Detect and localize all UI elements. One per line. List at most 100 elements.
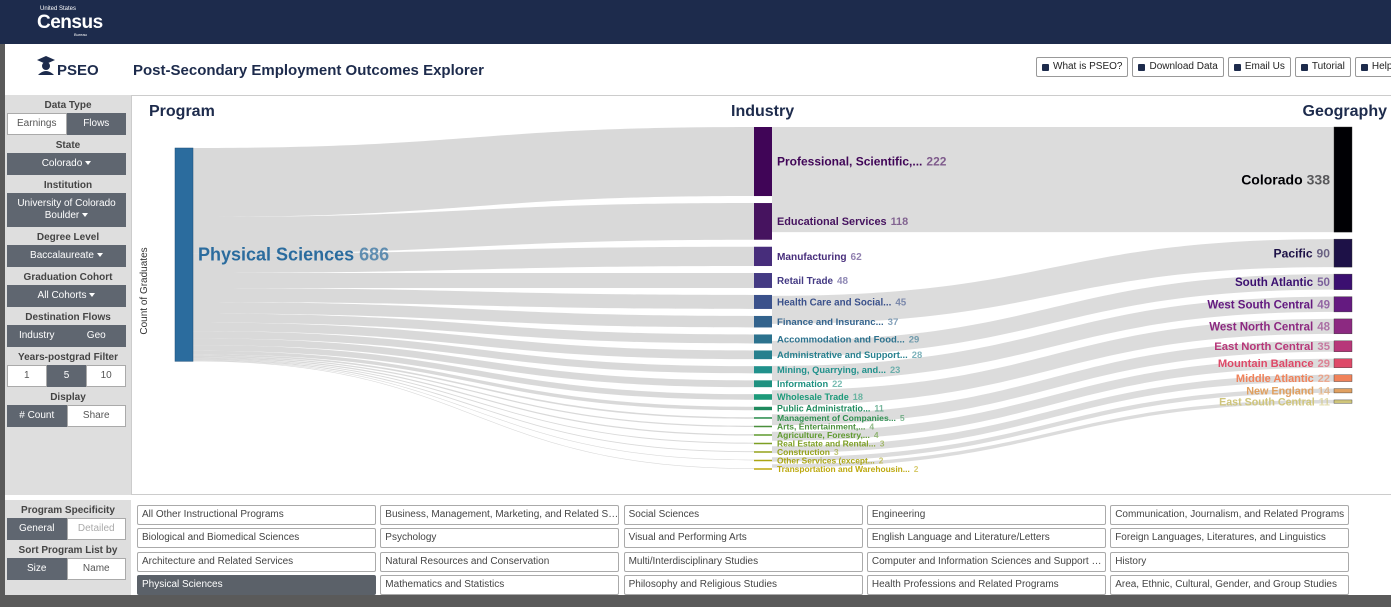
industry-node <box>754 468 772 470</box>
industry-value: 4 <box>869 421 874 431</box>
flow-link <box>193 287 754 309</box>
sankey: Program Industry Geography Count of Graduat… <box>139 103 1387 474</box>
button-group: General Detailed <box>7 518 126 540</box>
program-cell[interactable]: Social Sciences <box>623 505 863 525</box>
option-button[interactable]: 5 <box>46 365 87 387</box>
labels: Professional, Scientific,... 222Education… <box>198 155 1331 474</box>
industry-value: 28 <box>912 349 922 360</box>
program-cell[interactable]: Business, Management, Marketing, and Rel… <box>380 505 620 525</box>
button-group: Earnings Flows <box>7 113 126 135</box>
program-cell[interactable]: Philosophy and Religious Studies <box>623 574 863 595</box>
flow-link <box>772 358 1334 441</box>
industry-name: Educational Services <box>777 216 887 228</box>
flow-link <box>193 345 754 400</box>
flow-link <box>772 239 1334 324</box>
geography-name: South Atlantic <box>1235 276 1314 289</box>
geography-label: Middle Atlantic 22 <box>1236 373 1330 385</box>
industry-node <box>754 442 772 445</box>
program-cell[interactable]: Area, Ethnic, Cultural, Gender, and Grou… <box>1110 574 1350 595</box>
industry-node <box>754 417 772 419</box>
option-button[interactable]: Detailed <box>66 518 126 540</box>
program-cell[interactable]: Physical Sciences <box>137 574 376 595</box>
industry-value: 37 <box>888 317 899 328</box>
option-button[interactable]: Flows <box>66 113 126 135</box>
geography-value: 48 <box>1317 321 1330 333</box>
flow-link <box>193 322 754 360</box>
geography-label: East North Central 35 <box>1214 341 1330 353</box>
option-button[interactable]: Share <box>66 405 126 427</box>
geography-node <box>1333 340 1353 352</box>
industry-label: Public Administratio... 11 <box>777 404 884 414</box>
geography-label: South Atlantic 50 <box>1235 276 1330 289</box>
industry-label: Construction 3 <box>777 447 839 457</box>
sidebar: Data Type Earnings Flows State Colorado Insti… <box>5 95 131 495</box>
program-cell[interactable]: All Other Instructional Programs <box>137 505 376 525</box>
option-button[interactable]: Colorado <box>7 153 126 175</box>
geography-label: Pacific 90 <box>1274 246 1331 260</box>
industry-name: Finance and Insuranc... <box>777 317 884 328</box>
program-cell[interactable]: Multi/Interdisciplinary Studies <box>623 551 863 572</box>
program-cell[interactable]: Psychology <box>380 528 620 549</box>
option-button[interactable]: 1 <box>7 365 47 387</box>
industry-label: Management of Companies... 5 <box>777 413 905 423</box>
section-label: Program Specificity <box>21 505 115 516</box>
program-cell[interactable]: Mathematics and Statistics <box>380 574 620 595</box>
program-cell[interactable]: Health Professions and Related Programs <box>866 574 1106 595</box>
industry-value: 2 <box>914 464 919 474</box>
industry-name: Administrative and Support... <box>777 349 908 360</box>
program-value: 686 <box>359 245 389 265</box>
program-cell[interactable]: Architecture and Related Services <box>137 551 376 572</box>
flow-link <box>193 354 754 419</box>
geography-node <box>1333 374 1353 382</box>
option-button[interactable]: Baccalaureate <box>7 245 126 267</box>
geography-label: Colorado 338 <box>1241 171 1330 187</box>
geography-node <box>1333 296 1353 313</box>
option-button[interactable]: General <box>7 518 67 540</box>
program-cell[interactable]: Computer and Information Sciences and Su… <box>866 551 1106 572</box>
button-group: Baccalaureate <box>7 245 126 267</box>
option-button[interactable]: Earnings <box>7 113 67 135</box>
geography-node <box>1333 318 1353 335</box>
agency-name: Census <box>37 12 103 33</box>
industry-label: Educational Services 118 <box>777 216 908 228</box>
option-button[interactable]: Name <box>66 558 126 580</box>
geography-name: East South Central <box>1219 396 1315 408</box>
program-cell[interactable]: Biological and Biomedical Sciences <box>137 528 376 549</box>
flow-link <box>193 358 754 444</box>
option-button[interactable]: # Count <box>7 405 67 427</box>
header-button[interactable]: Tutorial <box>1294 57 1351 77</box>
option-button[interactable]: Industry <box>7 325 67 347</box>
program-cell[interactable]: Visual and Performing Arts <box>623 528 863 549</box>
header-button[interactable]: What is PSEO? <box>1036 57 1129 77</box>
flow-link <box>772 399 1334 468</box>
option-button[interactable]: University of Colorado Boulder <box>7 193 126 227</box>
header-buttons: What is PSEO? Download Data Email Us Tutori… <box>1036 57 1391 77</box>
header-button[interactable]: Help <box>1354 57 1391 77</box>
header-button[interactable]: Download Data <box>1132 57 1224 77</box>
program-cell[interactable]: Engineering <box>866 505 1106 525</box>
option-button[interactable]: Size <box>7 558 67 580</box>
option-button[interactable]: Geo <box>66 325 126 347</box>
program-cell[interactable]: Foreign Languages, Literatures, and Ling… <box>1110 528 1350 549</box>
program-cell[interactable]: History <box>1110 551 1350 572</box>
program-cell[interactable]: English Language and Literature/Letters <box>866 528 1106 549</box>
flow-link <box>193 355 754 427</box>
program-cell[interactable]: Natural Resources and Conservation <box>380 551 620 572</box>
option-button[interactable]: 10 <box>86 365 127 387</box>
flow-link <box>193 360 754 461</box>
industry-node <box>754 394 772 400</box>
nodes <box>174 126 1353 470</box>
industry-value: 45 <box>895 297 906 308</box>
option-button[interactable]: All Cohorts <box>7 285 126 307</box>
program-cell[interactable]: Communication, Journalism, and Related P… <box>1110 505 1350 525</box>
flow-link <box>193 301 754 328</box>
geography-node <box>1333 238 1353 268</box>
industry-label: Health Care and Social... 45 <box>777 297 907 308</box>
industry-node <box>754 459 772 462</box>
industry-label: Manufacturing 62 <box>777 252 862 263</box>
header-button[interactable]: Email Us <box>1227 57 1291 77</box>
page-title: Post-Secondary Employment Outcomes Explo… <box>133 62 484 79</box>
industry-label: Other Services (except... 2 <box>777 455 884 465</box>
geography-label: West North Central 48 <box>1209 321 1330 333</box>
